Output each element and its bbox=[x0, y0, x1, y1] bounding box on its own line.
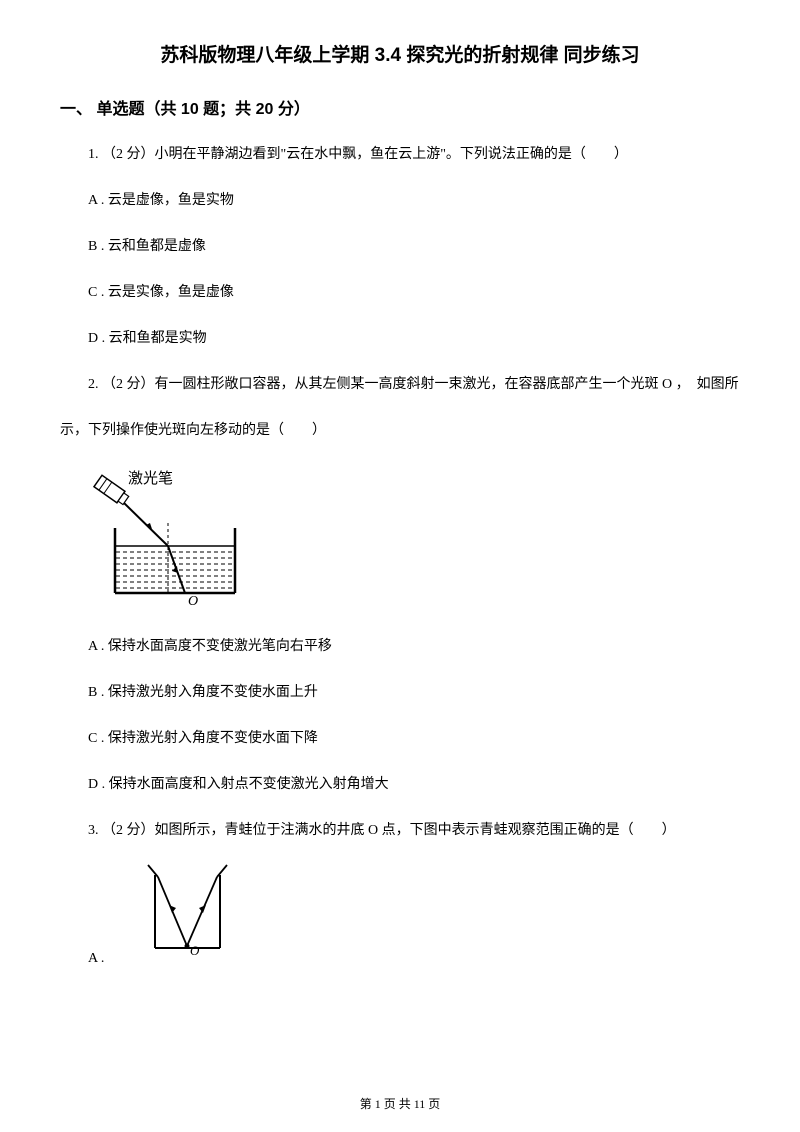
q2-diagram: 激光笔 bbox=[80, 463, 740, 613]
frog-well-diagram: O bbox=[140, 863, 235, 958]
q2-option-d: D . 保持水面高度和入射点不变使激光入射角增大 bbox=[60, 771, 740, 799]
q1-stem: 1. （2 分）小明在平静湖边看到"云在水中飘，鱼在云上游"。下列说法正确的是（… bbox=[60, 141, 740, 169]
q2-stem-line2: 示，下列操作使光斑向左移动的是（ ） bbox=[60, 417, 740, 445]
page-title: 苏科版物理八年级上学期 3.4 探究光的折射规律 同步练习 bbox=[60, 40, 740, 67]
q3-option-a-row: A . O bbox=[60, 863, 740, 967]
point-o-label-2: O bbox=[190, 943, 200, 958]
q2-stem-line1: 2. （2 分）有一圆柱形敞口容器，从其左侧某一高度斜射一束激光，在容器底部产生… bbox=[60, 371, 740, 399]
q3-option-a-label: A . bbox=[60, 951, 104, 967]
q1-option-d: D . 云和鱼都是实物 bbox=[60, 325, 740, 353]
section-label: 单选题（共 10 题；共 20 分） bbox=[96, 101, 309, 118]
q2-option-b: B . 保持激光射入角度不变使水面上升 bbox=[60, 679, 740, 707]
section-number: 一、 bbox=[60, 101, 92, 118]
laser-container-diagram: 激光笔 bbox=[80, 463, 250, 608]
q2-option-a: A . 保持水面高度不变使激光笔向右平移 bbox=[60, 633, 740, 661]
laser-label: 激光笔 bbox=[128, 470, 173, 487]
q1-option-a: A . 云是虚像，鱼是实物 bbox=[60, 187, 740, 215]
section-header: 一、 单选题（共 10 题；共 20 分） bbox=[60, 95, 740, 119]
q1-option-c: C . 云是实像，鱼是虚像 bbox=[60, 279, 740, 307]
q2-option-c: C . 保持激光射入角度不变使水面下降 bbox=[60, 725, 740, 753]
q3-diagram: O bbox=[112, 863, 235, 967]
q3-stem: 3. （2 分）如图所示，青蛙位于注满水的井底 O 点，下图中表示青蛙观察范围正… bbox=[60, 817, 740, 845]
point-o-label: O bbox=[188, 594, 198, 608]
q1-option-b: B . 云和鱼都是虚像 bbox=[60, 233, 740, 261]
page-footer: 第 1 页 共 11 页 bbox=[0, 1095, 800, 1112]
